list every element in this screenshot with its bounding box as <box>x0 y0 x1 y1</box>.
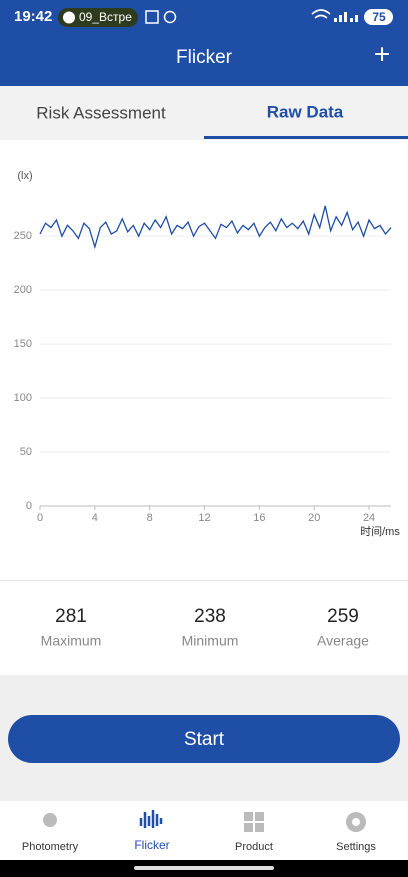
y-tick-label: 150 <box>14 338 32 350</box>
stat-label: Average <box>317 633 369 649</box>
nav-label[interactable]: Flicker <box>134 838 169 852</box>
x-tick-label: 12 <box>198 512 210 524</box>
status-icon <box>145 10 159 24</box>
nav-icon <box>43 813 57 827</box>
x-tick-label: 0 <box>37 512 43 524</box>
stat-value: 281 <box>55 606 87 627</box>
nav-label[interactable]: Settings <box>336 841 376 853</box>
pill-icon <box>63 11 75 24</box>
battery-level: 75 <box>372 10 386 24</box>
nav-icon <box>352 818 360 826</box>
title: Flicker <box>176 47 233 68</box>
x-tick-label: 8 <box>147 512 153 524</box>
x-tick-label: 4 <box>92 512 98 524</box>
nav-label[interactable]: Photometry <box>22 841 79 853</box>
data-line <box>39 205 392 250</box>
x-tick-label: 16 <box>253 512 265 524</box>
chart: 0 50 100 150 200 250 0 4 8 12 16 20 24 <box>14 205 392 524</box>
nav-icon <box>139 810 163 828</box>
nav-icon <box>244 812 264 832</box>
battery <box>364 9 393 25</box>
x-tick-label: 24 <box>363 512 375 524</box>
y-tick-label: 100 <box>14 392 32 404</box>
pill-text: 09_Встре <box>79 10 132 24</box>
tab-active[interactable]: Raw Data <box>267 102 344 121</box>
y-tick-label: 50 <box>20 446 32 458</box>
stat-value: 259 <box>327 606 359 627</box>
tab[interactable]: Risk Assessment <box>36 103 166 122</box>
stat-label: Maximum <box>41 633 102 649</box>
y-tick-label: 0 <box>26 500 32 512</box>
tabs-bg <box>0 86 408 140</box>
stats-bg <box>0 580 408 675</box>
signal <box>334 12 358 22</box>
start-button[interactable] <box>8 715 400 763</box>
chart-bg <box>0 140 408 580</box>
y-unit: (lx) <box>17 170 32 182</box>
time: 19:42 <box>14 8 52 25</box>
add-button[interactable]: + <box>374 38 390 69</box>
pill <box>58 8 138 27</box>
stat-value: 238 <box>194 606 226 627</box>
stat-label: Minimum <box>182 633 239 649</box>
y-tick-label: 250 <box>14 230 32 242</box>
x-label: 时间/ms <box>360 525 400 538</box>
nav-bg <box>0 801 408 860</box>
nav-label[interactable]: Product <box>235 841 273 853</box>
start-label: Start <box>184 729 225 750</box>
x-tick-label: 20 <box>308 512 320 524</box>
status-icon <box>163 10 177 24</box>
y-tick-label: 200 <box>14 284 32 296</box>
home-indicator <box>134 866 274 870</box>
wifi <box>311 9 331 19</box>
tab-indicator <box>204 136 408 139</box>
